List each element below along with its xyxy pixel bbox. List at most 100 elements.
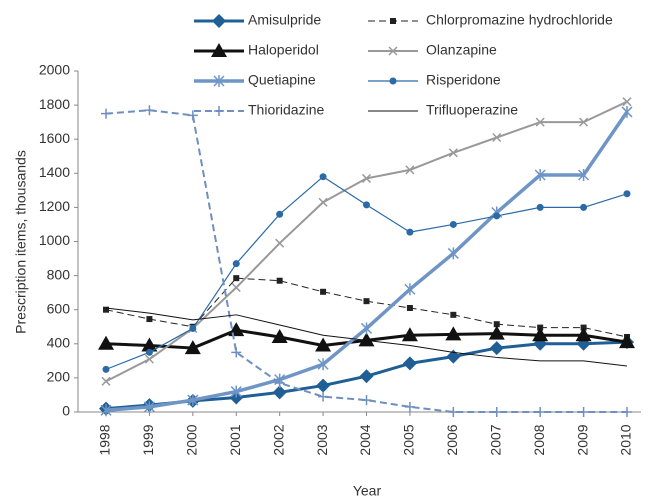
legend-label: Olanzapine	[426, 42, 497, 58]
marker	[578, 407, 589, 417]
y-tick-label: 800	[47, 266, 71, 282]
marker	[489, 341, 504, 356]
marker	[447, 247, 459, 260]
marker	[100, 404, 112, 417]
y-tick-label: 400	[47, 335, 71, 351]
marker	[319, 173, 327, 181]
marker	[623, 190, 631, 198]
marker	[212, 14, 226, 28]
y-tick-label: 1000	[39, 232, 70, 248]
marker	[141, 337, 158, 352]
marker	[448, 407, 459, 417]
x-tick-label: 2000	[184, 424, 200, 455]
marker	[231, 283, 241, 293]
marker	[535, 407, 546, 417]
marker	[315, 337, 332, 352]
marker	[272, 385, 287, 400]
legend-label: Amisulpride	[248, 12, 321, 28]
x-tick-label: 2006	[444, 424, 460, 455]
marker	[189, 324, 197, 332]
marker	[491, 407, 502, 417]
marker	[445, 326, 462, 341]
x-tick-label: 2007	[487, 424, 503, 455]
marker	[187, 110, 198, 121]
legend-label: Risperidone	[426, 72, 501, 88]
marker	[405, 165, 415, 175]
marker	[493, 212, 501, 220]
marker	[101, 376, 111, 386]
marker	[402, 356, 417, 371]
marker	[493, 321, 500, 328]
marker	[450, 311, 457, 318]
marker	[98, 335, 114, 350]
marker	[406, 228, 414, 236]
marker	[389, 77, 397, 85]
marker	[363, 298, 370, 305]
marker	[146, 316, 153, 323]
marker	[388, 46, 398, 56]
x-tick-label: 2008	[531, 424, 547, 455]
marker	[621, 105, 633, 118]
legend-label: Quetiapine	[248, 72, 316, 88]
marker	[580, 203, 588, 211]
series-line	[105, 110, 629, 413]
marker	[213, 75, 225, 87]
marker	[404, 401, 415, 412]
marker	[318, 391, 329, 402]
marker	[275, 238, 285, 248]
marker	[622, 407, 632, 417]
marker	[276, 277, 283, 284]
legend-label: Trifluoperazine	[426, 102, 518, 118]
marker	[536, 203, 544, 211]
marker	[230, 385, 242, 398]
marker	[578, 169, 590, 182]
x-tick-label: 2002	[270, 424, 286, 455]
marker	[143, 400, 155, 413]
marker	[406, 304, 413, 311]
y-axis-title: Prescription items, thousands	[13, 150, 29, 334]
legend-label: Chlorpromazine hydrochloride	[426, 12, 613, 28]
x-axis-title: Year	[353, 483, 382, 499]
marker	[231, 347, 242, 358]
marker	[534, 169, 546, 182]
legend-label: Haloperidol	[248, 42, 319, 58]
x-tick-label: 2005	[401, 424, 417, 455]
marker	[102, 365, 110, 373]
marker	[276, 210, 284, 218]
marker	[488, 325, 505, 340]
x-tick-label: 1999	[140, 424, 156, 455]
marker	[318, 197, 328, 207]
marker	[144, 354, 154, 364]
marker	[358, 332, 375, 347]
marker	[320, 288, 327, 295]
legend-label: Thioridazine	[248, 102, 324, 118]
y-tick-label: 600	[47, 300, 71, 316]
x-tick-label: 2001	[227, 424, 243, 455]
marker	[271, 328, 288, 343]
marker	[622, 97, 632, 107]
marker	[233, 275, 240, 282]
y-tick-label: 0	[62, 403, 70, 419]
marker	[363, 201, 370, 209]
marker	[145, 348, 153, 356]
marker	[619, 334, 635, 349]
x-tick-label: 2009	[574, 424, 590, 455]
marker	[401, 327, 418, 342]
marker	[184, 340, 201, 355]
marker	[361, 173, 372, 183]
x-tick-label: 2010	[618, 424, 634, 455]
marker	[579, 117, 589, 127]
marker	[103, 306, 109, 313]
marker	[211, 43, 227, 57]
y-tick-label: 1600	[39, 130, 70, 146]
marker	[317, 358, 329, 371]
y-tick-label: 1400	[39, 164, 70, 180]
x-tick-label: 2003	[314, 424, 330, 455]
x-tick-label: 1998	[97, 424, 113, 455]
series-line	[105, 109, 627, 413]
y-tick-label: 1200	[39, 198, 70, 214]
marker	[101, 108, 111, 119]
marker	[390, 18, 396, 24]
marker	[144, 105, 155, 116]
